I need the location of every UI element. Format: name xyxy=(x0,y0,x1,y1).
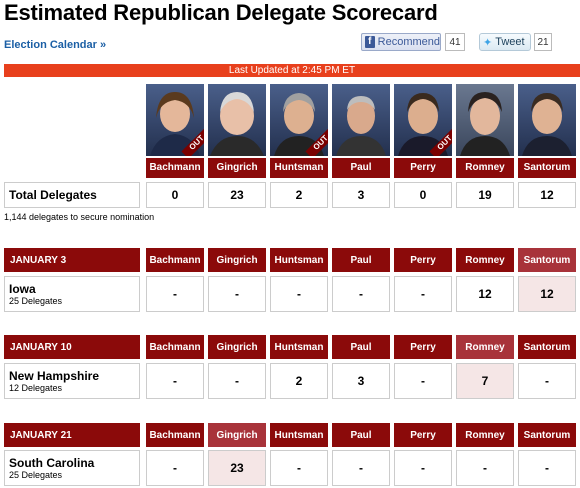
election-calendar-link[interactable]: Election Calendar » xyxy=(4,39,107,51)
result-cell: - xyxy=(332,450,390,486)
twitter-bird-icon: ✦ xyxy=(483,36,493,49)
result-cell: 2 xyxy=(270,363,328,399)
contest-row-label: South Carolina 25 Delegates xyxy=(4,450,140,486)
result-cell: - xyxy=(208,363,266,399)
total-cell: 0 xyxy=(394,182,452,208)
facebook-icon: f xyxy=(365,36,375,48)
state-name: New Hampshire xyxy=(9,369,100,383)
contest-candidate-header: Huntsman xyxy=(270,335,328,359)
contest-candidate-header: Bachmann xyxy=(146,335,204,359)
contest-candidate-header: Romney xyxy=(456,248,514,272)
contest-candidate-header: Gingrich xyxy=(208,248,266,272)
contest-candidate-header-winner: Romney xyxy=(456,335,514,359)
contest-candidate-header: Perry xyxy=(394,423,452,447)
state-name: South Carolina xyxy=(9,456,95,470)
facebook-recommend-button[interactable]: f Recommend xyxy=(361,33,441,51)
contest-candidate-header: Paul xyxy=(332,335,390,359)
nomination-note: 1,144 delegates to secure nomination xyxy=(4,212,155,222)
contest-candidate-header: Romney xyxy=(456,423,514,447)
total-cell: 19 xyxy=(456,182,514,208)
candidate-header-huntsman: Huntsman xyxy=(270,158,328,178)
photo-gingrich xyxy=(208,84,266,156)
candidate-header-paul: Paul xyxy=(332,158,390,178)
result-cell: - xyxy=(518,363,576,399)
contest-row-label: New Hampshire 12 Delegates xyxy=(4,363,140,399)
result-cell: 3 xyxy=(332,363,390,399)
result-cell: - xyxy=(518,450,576,486)
photo-paul xyxy=(332,84,390,156)
contest-candidate-header-winner: Gingrich xyxy=(208,423,266,447)
tweet-button[interactable]: ✦ Tweet xyxy=(479,33,531,51)
page-title: Estimated Republican Delegate Scorecard xyxy=(4,0,438,25)
result-cell: - xyxy=(270,276,328,312)
state-delegates: 12 Delegates xyxy=(9,383,63,393)
contest-candidate-header: Gingrich xyxy=(208,335,266,359)
photo-huntsman: OUT xyxy=(270,84,328,156)
contest-candidate-header: Santorum xyxy=(518,335,576,359)
photo-santorum xyxy=(518,84,576,156)
contest-candidate-header: Santorum xyxy=(518,423,576,447)
contest-row-label: Iowa 25 Delegates xyxy=(4,276,140,312)
result-cell: - xyxy=(394,363,452,399)
tweet-count: 21 xyxy=(534,33,552,51)
recommend-count: 41 xyxy=(445,33,465,51)
result-cell-winner: 12 xyxy=(518,276,576,312)
result-cell: - xyxy=(456,450,514,486)
photo-romney xyxy=(456,84,514,156)
candidate-header-romney: Romney xyxy=(456,158,514,178)
candidate-header-gingrich: Gingrich xyxy=(208,158,266,178)
result-cell-winner: 23 xyxy=(208,450,266,486)
contest-candidate-header: Bachmann xyxy=(146,423,204,447)
state-delegates: 25 Delegates xyxy=(9,296,63,306)
result-cell: 12 xyxy=(456,276,514,312)
result-cell: - xyxy=(208,276,266,312)
contest-candidate-header: Perry xyxy=(394,248,452,272)
contest-date-header: JANUARY 3 xyxy=(4,248,140,272)
contest-candidate-header: Paul xyxy=(332,248,390,272)
photo-bachmann: OUT xyxy=(146,84,204,156)
state-delegates: 25 Delegates xyxy=(9,470,63,480)
photo-perry: OUT xyxy=(394,84,452,156)
contest-candidate-header: Bachmann xyxy=(146,248,204,272)
result-cell-winner: 7 xyxy=(456,363,514,399)
total-cell: 23 xyxy=(208,182,266,208)
result-cell: - xyxy=(270,450,328,486)
contest-candidate-header: Huntsman xyxy=(270,248,328,272)
candidate-header-santorum: Santorum xyxy=(518,158,576,178)
contest-candidate-header: Paul xyxy=(332,423,390,447)
recommend-label: Recommend xyxy=(377,36,440,48)
result-cell: - xyxy=(146,276,204,312)
candidate-header-bachmann: Bachmann xyxy=(146,158,204,178)
total-delegates-text: Total Delegates xyxy=(9,188,97,202)
contest-date-header: JANUARY 21 xyxy=(4,423,140,447)
last-updated-banner: Last Updated at 2:45 PM ET xyxy=(4,64,580,77)
result-cell: - xyxy=(394,450,452,486)
contest-candidate-header-winner: Santorum xyxy=(518,248,576,272)
result-cell: - xyxy=(332,276,390,312)
total-cell: 12 xyxy=(518,182,576,208)
state-name: Iowa xyxy=(9,282,36,296)
candidate-header-perry: Perry xyxy=(394,158,452,178)
result-cell: - xyxy=(146,363,204,399)
result-cell: - xyxy=(394,276,452,312)
contest-candidate-header: Perry xyxy=(394,335,452,359)
total-delegates-label: Total Delegates xyxy=(4,182,140,208)
tweet-label: Tweet xyxy=(495,36,525,48)
contest-date-header: JANUARY 10 xyxy=(4,335,140,359)
contest-candidate-header: Huntsman xyxy=(270,423,328,447)
result-cell: - xyxy=(146,450,204,486)
total-cell: 2 xyxy=(270,182,328,208)
total-cell: 3 xyxy=(332,182,390,208)
total-cell: 0 xyxy=(146,182,204,208)
